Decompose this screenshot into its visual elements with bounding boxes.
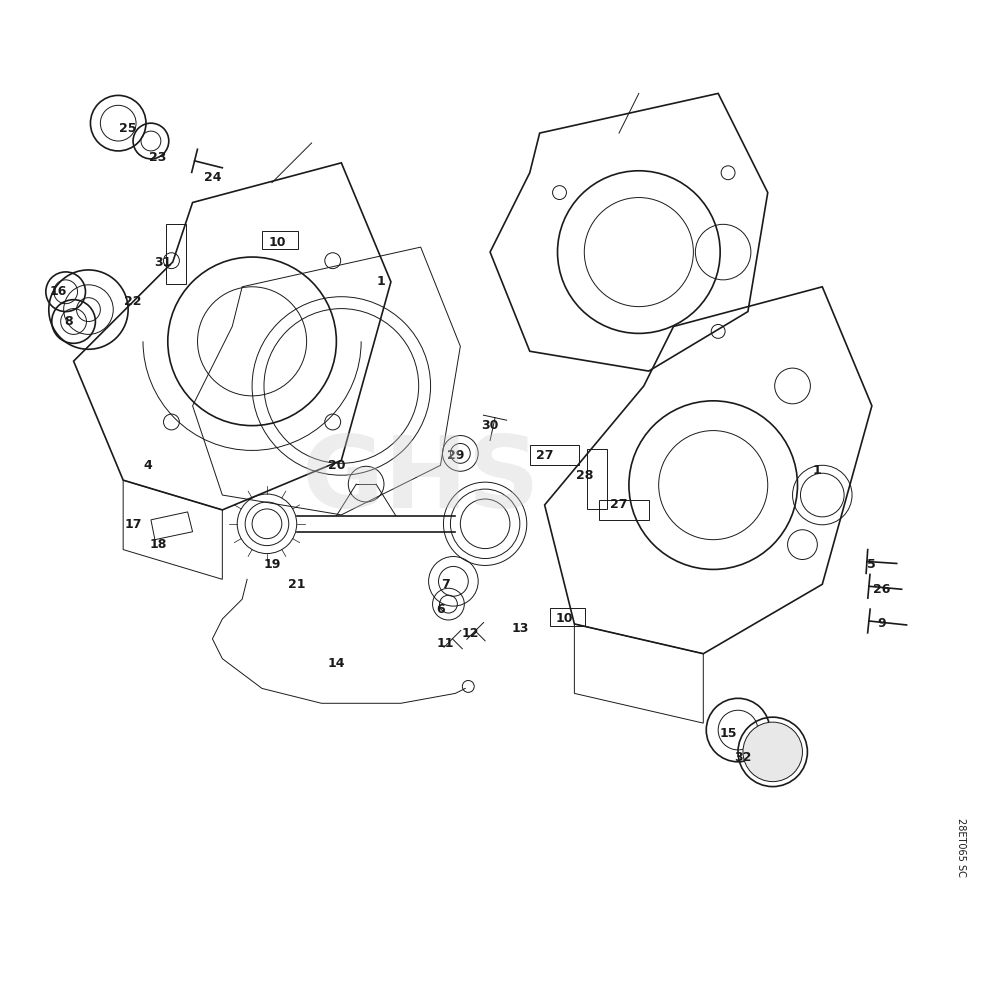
Text: 10: 10 [556, 612, 573, 626]
Text: 5: 5 [868, 558, 876, 571]
Text: 8: 8 [64, 315, 73, 328]
Text: 10: 10 [268, 236, 286, 249]
Text: 28ET065 SC: 28ET065 SC [956, 818, 966, 877]
Text: GHS: GHS [302, 432, 539, 529]
Text: 17: 17 [124, 518, 142, 531]
Text: 30: 30 [481, 419, 499, 432]
Text: 31: 31 [154, 255, 172, 268]
Text: 16: 16 [50, 285, 67, 298]
Text: 32: 32 [734, 751, 752, 764]
Text: 26: 26 [873, 583, 890, 596]
Text: 29: 29 [447, 449, 464, 462]
Text: 22: 22 [124, 295, 142, 308]
Text: 7: 7 [441, 578, 450, 591]
Text: 1: 1 [813, 464, 822, 477]
Text: 14: 14 [328, 657, 345, 670]
Text: 4: 4 [144, 459, 152, 472]
Text: 15: 15 [719, 727, 737, 740]
Bar [550, 608, 585, 626]
Text: 28: 28 [576, 469, 593, 482]
Text: 6: 6 [436, 603, 445, 616]
Text: 21: 21 [288, 578, 305, 591]
Text: 23: 23 [149, 151, 167, 164]
Text: 19: 19 [263, 558, 281, 571]
Text: 24: 24 [204, 171, 221, 184]
Text: 1: 1 [377, 275, 385, 288]
Text: 9: 9 [877, 617, 886, 630]
Text: 11: 11 [437, 637, 454, 650]
Text: 13: 13 [511, 622, 529, 635]
Circle shape [743, 722, 802, 782]
Text: 20: 20 [328, 459, 345, 472]
Text: 25: 25 [119, 122, 137, 135]
Text: 27: 27 [610, 498, 628, 511]
Text: 18: 18 [149, 538, 167, 551]
Bar [262, 231, 298, 249]
Text: 12: 12 [462, 627, 479, 640]
Text: 27: 27 [536, 449, 553, 462]
